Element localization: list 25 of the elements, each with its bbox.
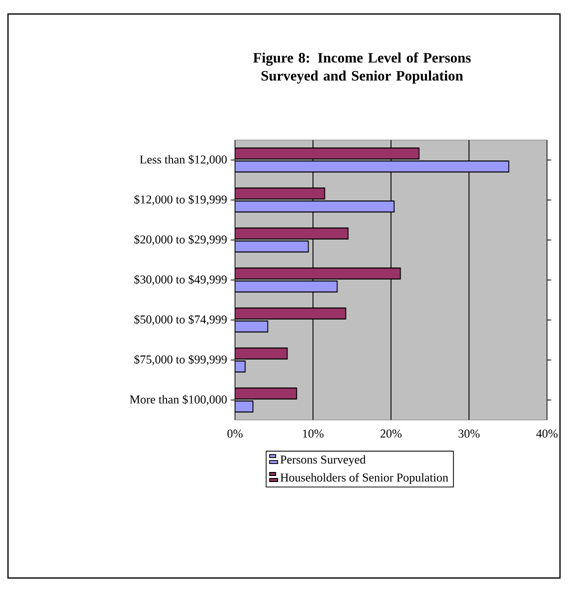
- chart-title: Figure 8: Income Level of Persons Surveyed and Senior Population: [253, 52, 471, 84]
- bar: [235, 240, 309, 252]
- x-tick-label: 40%: [536, 430, 558, 438]
- bar: [235, 200, 395, 212]
- x-tick-label: 30%: [458, 430, 480, 438]
- bar: [235, 160, 510, 172]
- bar: [235, 348, 288, 360]
- x-tick-label: 20%: [380, 430, 402, 438]
- bar: [235, 268, 401, 280]
- y-tick-label: $50,000 to $74,999: [134, 314, 227, 326]
- y-tick-label: $20,000 to $29,999: [134, 234, 227, 246]
- y-tick-label: Less than $12,000: [140, 154, 227, 166]
- legend-label: Householders of Senior Population: [280, 473, 448, 484]
- x-tick-label: 10%: [303, 430, 324, 438]
- legend-label: Persons Surveyed: [280, 455, 366, 466]
- y-tick-label: $75,000 to $99,999: [134, 354, 227, 366]
- bar: [235, 228, 349, 240]
- bar: [235, 188, 326, 200]
- bar: [235, 148, 420, 160]
- bar: [235, 280, 338, 292]
- bar: [235, 308, 346, 320]
- y-tick-label: $30,000 to $49,999: [134, 274, 227, 286]
- y-tick-label: $12,000 to $19,999: [134, 194, 227, 206]
- x-tick-label: 0%: [227, 430, 243, 438]
- y-tick-label: More than $100,000: [130, 394, 227, 406]
